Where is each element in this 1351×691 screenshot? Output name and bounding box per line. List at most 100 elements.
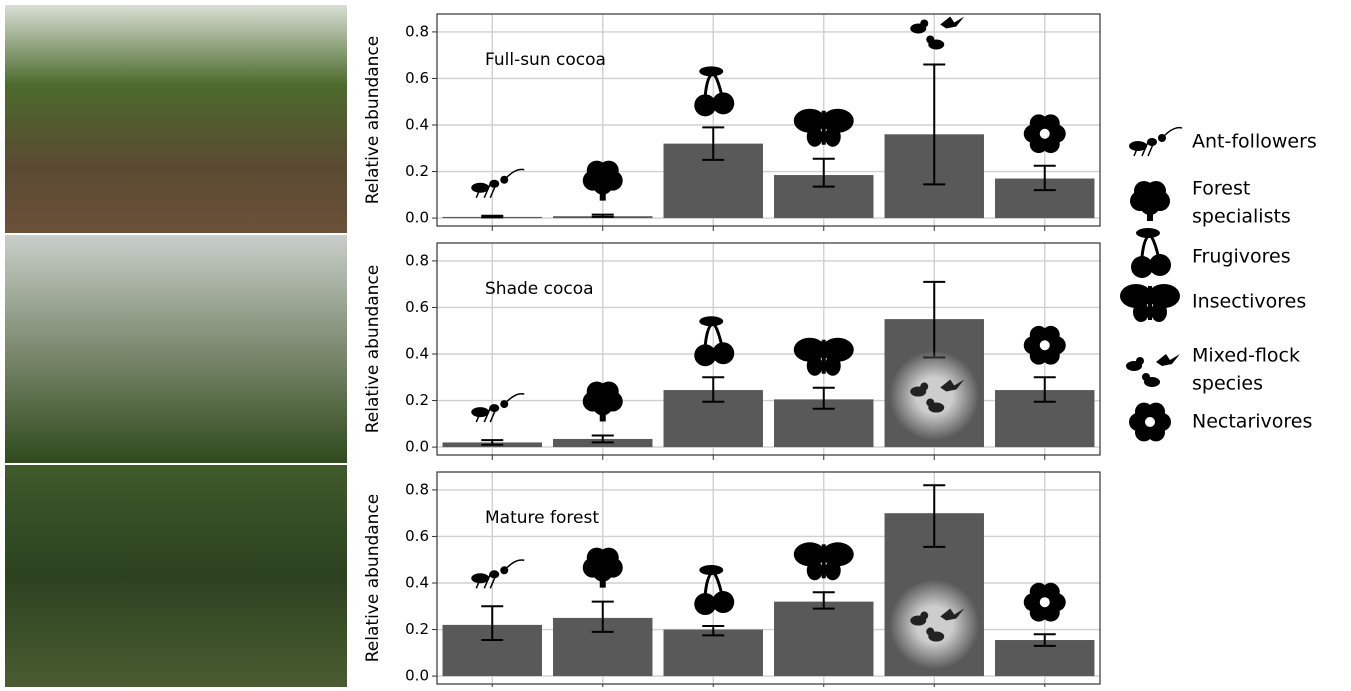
icon-part <box>1163 126 1183 137</box>
icon-part <box>920 611 929 620</box>
icon-part <box>821 339 826 374</box>
icon-part <box>483 407 491 423</box>
icon-part <box>592 395 613 416</box>
y-tick-label: 0.8 <box>405 480 429 498</box>
icon-part <box>806 126 823 147</box>
y-tick-label: 0.4 <box>405 116 429 134</box>
icon-part <box>940 379 965 392</box>
panel: 0.0 0.2 0.4 0.6 0.8 Relative abundance Mature … <box>363 471 1101 689</box>
y-tick-label: 0.8 <box>405 251 429 269</box>
y-tick-label: 0.0 <box>405 438 429 456</box>
y-tick-label: 0.6 <box>405 527 429 545</box>
legend-label: Frugivores <box>1192 246 1291 268</box>
bar <box>774 601 874 677</box>
icon-part <box>489 407 497 423</box>
panel-title: Shade cocoa <box>485 279 594 299</box>
y-tick-label: 0.8 <box>405 22 429 40</box>
icon-part <box>1148 286 1152 320</box>
icon-part <box>712 342 735 365</box>
icon-part <box>806 355 823 376</box>
icon-part <box>489 179 500 188</box>
icon-part <box>1039 128 1050 139</box>
icon-part <box>712 92 735 115</box>
y-axis-title: Relative abundance <box>363 36 383 205</box>
icon-part <box>821 544 826 579</box>
icon-part <box>940 608 965 621</box>
y-tick-label: 0.2 <box>405 162 429 180</box>
icon-part <box>505 559 525 569</box>
legend-label: Mixed-flock <box>1192 345 1300 367</box>
icon-part <box>1039 597 1050 608</box>
icon-part <box>1156 354 1180 366</box>
y-tick-label: 0.4 <box>405 345 429 363</box>
icon-part <box>475 573 483 589</box>
icon-part <box>505 393 525 403</box>
icon-part <box>821 108 854 133</box>
icon-part <box>712 591 735 614</box>
icon-part <box>1133 141 1141 157</box>
icon-part <box>793 542 826 567</box>
legend-label: species <box>1192 373 1263 395</box>
icon-glow <box>889 350 980 441</box>
icon-part <box>824 560 841 581</box>
icon-part <box>1039 340 1050 351</box>
icon-part <box>694 94 717 117</box>
icon-part <box>926 627 935 636</box>
icon-part <box>920 19 929 28</box>
icon-part <box>1148 284 1180 308</box>
icon-part <box>694 593 717 616</box>
icon-part <box>489 404 500 413</box>
icon-part <box>920 382 929 391</box>
photo-forest <box>5 465 347 687</box>
panel-border <box>436 13 1101 227</box>
panel-border <box>436 471 1101 685</box>
icon-part <box>1120 284 1152 308</box>
panel: 0.0 0.2 0.4 0.6 0.8 Relative abundance Full-su… <box>363 13 1101 231</box>
icon-part <box>505 168 525 179</box>
icon-part <box>699 565 724 576</box>
panel-title: Mature forest <box>485 508 599 528</box>
icon-part <box>699 316 724 327</box>
icon-part <box>926 398 935 407</box>
icon-part <box>475 183 483 199</box>
bar <box>663 629 763 677</box>
icon-glow <box>889 579 980 670</box>
panel-background <box>437 243 1100 455</box>
icon-part <box>489 573 497 589</box>
icon-part <box>1151 302 1167 322</box>
y-tick-label: 0.2 <box>405 620 429 638</box>
y-tick-label: 0.0 <box>405 667 429 685</box>
icon-part <box>1140 233 1160 258</box>
icon-part <box>824 126 841 147</box>
icon-part <box>793 108 826 133</box>
y-tick-label: 0.2 <box>405 391 429 409</box>
icon-part <box>483 573 491 589</box>
icon-part <box>793 337 826 362</box>
legend-label: specialists <box>1192 206 1291 228</box>
icon-part <box>821 110 826 145</box>
icon-part <box>489 570 500 579</box>
icon-part <box>940 16 965 29</box>
icon-part <box>1149 254 1171 276</box>
icon-part <box>1147 141 1155 157</box>
y-tick-label: 0.6 <box>405 69 429 87</box>
photo-full-sun <box>5 5 347 233</box>
panel-background <box>437 14 1100 226</box>
y-tick-label: 0.6 <box>405 298 429 316</box>
panel-background <box>437 472 1100 684</box>
legend-label: Ant-followers <box>1192 131 1317 153</box>
icon-part <box>489 183 497 199</box>
photo-shade <box>5 235 347 463</box>
icon-part <box>1136 228 1160 238</box>
icon-part <box>1147 138 1157 146</box>
icon-part <box>1141 141 1149 157</box>
icon-part <box>1133 302 1149 322</box>
icon-part <box>1145 417 1155 427</box>
y-tick-label: 0.0 <box>405 209 429 227</box>
legend-label: Forest <box>1192 178 1250 200</box>
icon-part <box>699 66 724 77</box>
icon-part <box>1131 256 1153 278</box>
icon-part <box>824 355 841 376</box>
icon-part <box>1140 195 1160 215</box>
